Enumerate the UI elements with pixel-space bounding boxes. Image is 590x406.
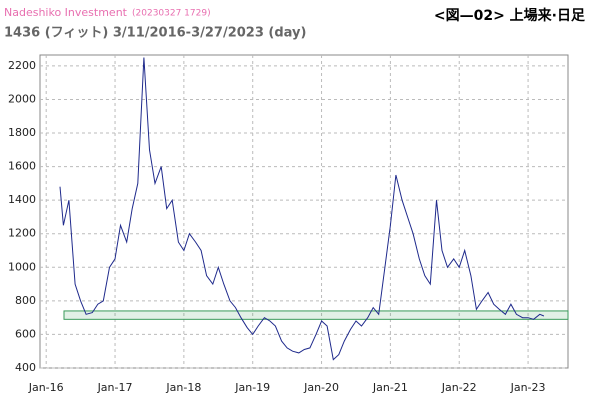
y-tick-label: 1000 [8, 260, 36, 273]
y-tick-label: 1800 [8, 126, 36, 139]
y-tick-label: 1400 [8, 193, 36, 206]
y-tick-label: 1600 [8, 160, 36, 173]
y-tick-label: 400 [15, 361, 36, 374]
reference-band [63, 310, 569, 320]
x-tick-label: Jan-20 [303, 381, 339, 394]
chart-title: 1436 (フィット) 3/11/2016-3/27/2023 (day) [4, 26, 306, 41]
x-tick-label: Jan-17 [97, 381, 133, 394]
x-tick-label: Jan-22 [441, 381, 477, 394]
x-tick-label: Jan-16 [28, 381, 64, 394]
x-tick-label: Jan-21 [372, 381, 408, 394]
timestamp: (20230327 1729) [132, 9, 211, 19]
price-line [59, 57, 545, 361]
y-tick-label: 1200 [8, 227, 36, 240]
y-tick-label: 800 [15, 294, 36, 307]
figure-label: <図—02> 上場来·日足 [434, 7, 586, 24]
source: Nadeshiko Investment [4, 6, 128, 19]
x-tick-label: Jan-19 [234, 381, 270, 394]
y-tick-label: 600 [15, 327, 36, 340]
y-tick-label: 2000 [8, 92, 36, 105]
x-tick-label: Jan-23 [510, 381, 546, 394]
x-tick-label: Jan-18 [165, 381, 201, 394]
plot-area [39, 54, 569, 369]
y-tick-label: 2200 [8, 59, 36, 72]
